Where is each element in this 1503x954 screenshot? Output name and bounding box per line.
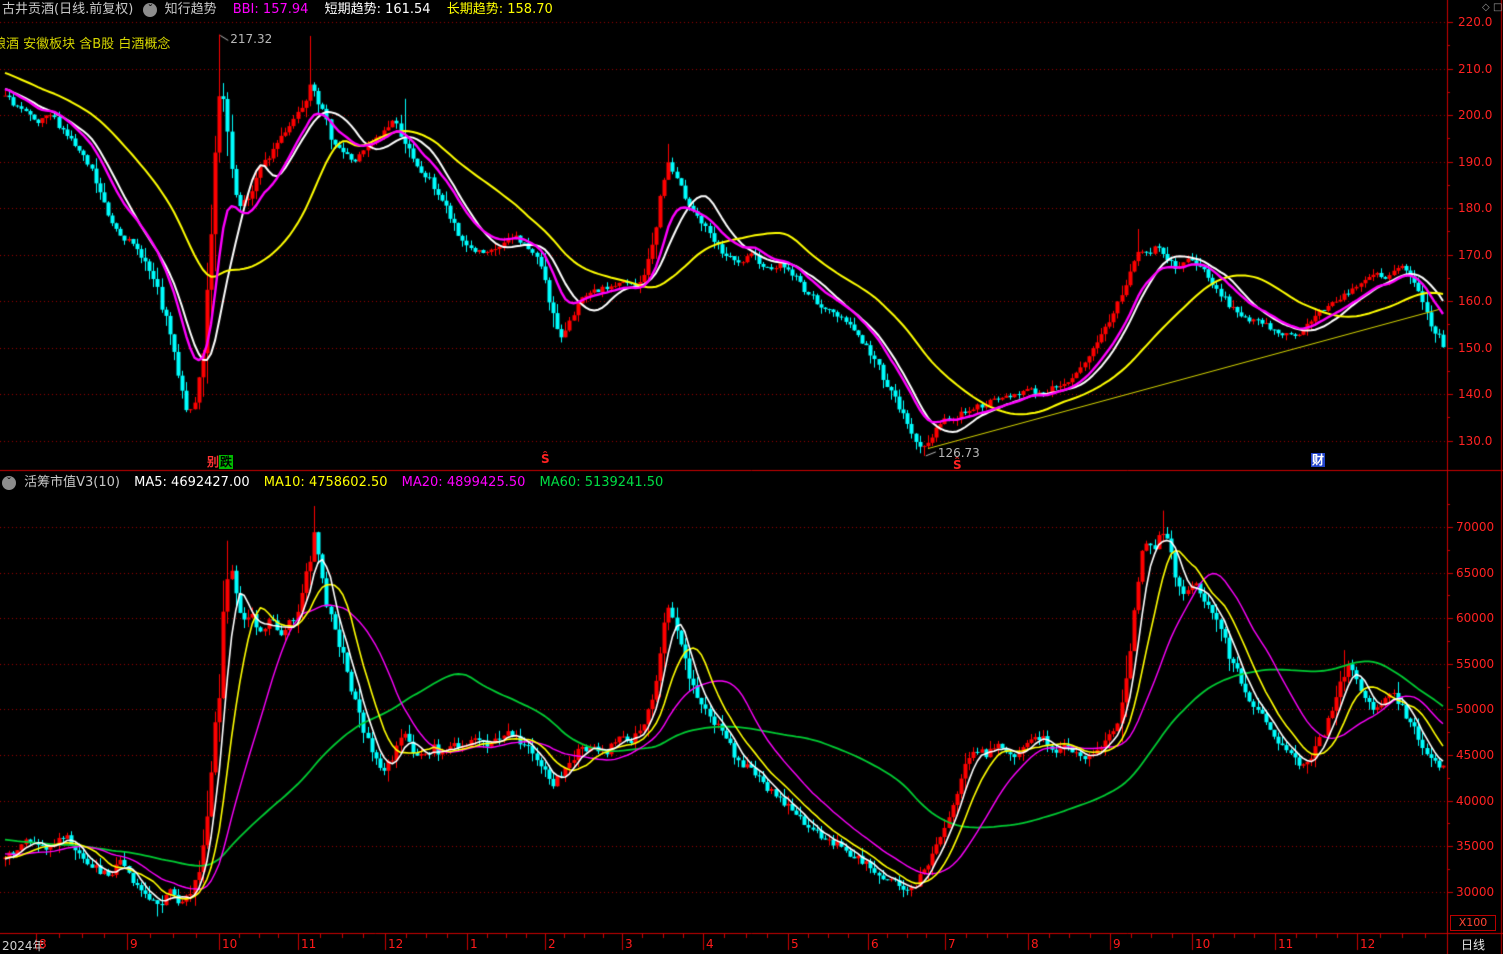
value-axis-label: 50000 [1456,702,1495,716]
long-trend-value: 158.70 [507,2,553,17]
ma10-label: MA10: [263,475,305,490]
price-axis-label: 180.0 [1458,201,1493,215]
scale-label: X100 [1450,915,1496,931]
indicator2-name[interactable]: 活筹市值V3(10) [24,475,120,490]
ma10-value: 4758602.50 [308,475,388,490]
value-axis-label: 40000 [1456,794,1495,808]
signal-marker: Ŝ [953,458,962,472]
ma5-value: 4692427.00 [171,475,250,490]
month-axis-label: 11 [301,937,317,951]
month-axis-label: 9 [130,937,138,951]
signal-marker: 跌 [219,455,234,469]
month-axis-label: 9 [1113,937,1121,951]
price-axis-label: 210.0 [1458,62,1493,76]
price-axis-label: 130.0 [1458,434,1493,448]
month-axis-label: 4 [706,937,714,951]
signal-marker: Ŝ [541,452,550,466]
value-axis-label: 30000 [1456,885,1495,899]
price-axis-label: 140.0 [1458,387,1493,401]
bbi-value: 157.94 [262,2,309,17]
year-label: 2024年 [2,939,45,953]
period-label[interactable]: 日线 [1461,938,1486,952]
month-axis-label: 7 [948,937,956,951]
corner-window-icon[interactable]: □ [1493,2,1503,13]
long-trend-label: 长期趋势: [446,2,504,17]
value-axis-label: 65000 [1456,566,1495,580]
month-axis-label: 6 [871,937,879,951]
ma5-label: MA5: [134,475,167,490]
stock-title: 古井贡酒(日线.前复权) [2,2,134,17]
short-trend-value: 161.54 [385,2,431,17]
price-annotation: 126.73 [937,445,980,460]
month-axis-label: 12 [1360,937,1376,951]
price-axis-label: 150.0 [1458,341,1493,355]
ma60-value: 5139241.50 [584,475,664,490]
value-axis-label: 55000 [1456,657,1495,671]
short-trend-label: 短期趋势: [324,2,381,17]
collapse-panel-icon[interactable]: ˇ [143,2,158,17]
price-axis-label: 160.0 [1458,294,1493,308]
month-axis-label: 11 [1278,937,1294,951]
month-axis-label: 8 [1031,937,1039,951]
sector-tags[interactable]: 酿酒 安徽板块 含B股 白酒概念 [0,37,171,52]
value-axis-label: 35000 [1456,839,1495,853]
chevron-down-icon: ˇ [147,3,153,15]
ma20-label: MA20: [401,475,443,490]
main-indicator-name[interactable]: 知行趋势 [164,2,217,17]
price-axis-label: 220.0 [1458,15,1493,29]
month-axis-label: 2 [548,937,556,951]
signal-marker: 财 [1311,453,1326,467]
price-axis-label: 200.0 [1458,108,1493,122]
ma60-label: MA60: [539,475,581,490]
month-axis-label: 8 [39,937,47,951]
month-axis-label: 3 [625,937,633,951]
signal-marker: 别 [207,455,220,469]
price-axis-label: 190.0 [1458,155,1493,169]
month-axis-label: 1 [470,937,478,951]
value-axis-label: 45000 [1456,748,1495,762]
bbi-label: BBI: [232,2,259,17]
value-axis-label: 70000 [1456,520,1495,534]
ma20-value: 4899425.50 [446,475,526,490]
chevron-down-icon: ˇ [6,476,12,488]
collapse-indicator-icon[interactable]: ˇ [2,475,16,490]
month-axis-label: 10 [222,937,238,951]
month-axis-label: 10 [1195,937,1211,951]
month-axis-label: 12 [388,937,404,951]
indicator-panel-header: ˇ 活筹市值V3(10) MA5: 4692427.00 MA10: 47586… [2,475,663,491]
price-annotation: 217.32 [230,32,273,47]
corner-diamond-icon[interactable]: ◇ [1482,2,1490,13]
month-axis-label: 5 [791,937,799,951]
value-axis-label: 60000 [1456,611,1495,625]
price-axis-label: 170.0 [1458,248,1493,262]
main-header: 古井贡酒(日线.前复权) ˇ 知行趋势 BBI: 157.94 短期趋势: 16… [2,2,553,18]
